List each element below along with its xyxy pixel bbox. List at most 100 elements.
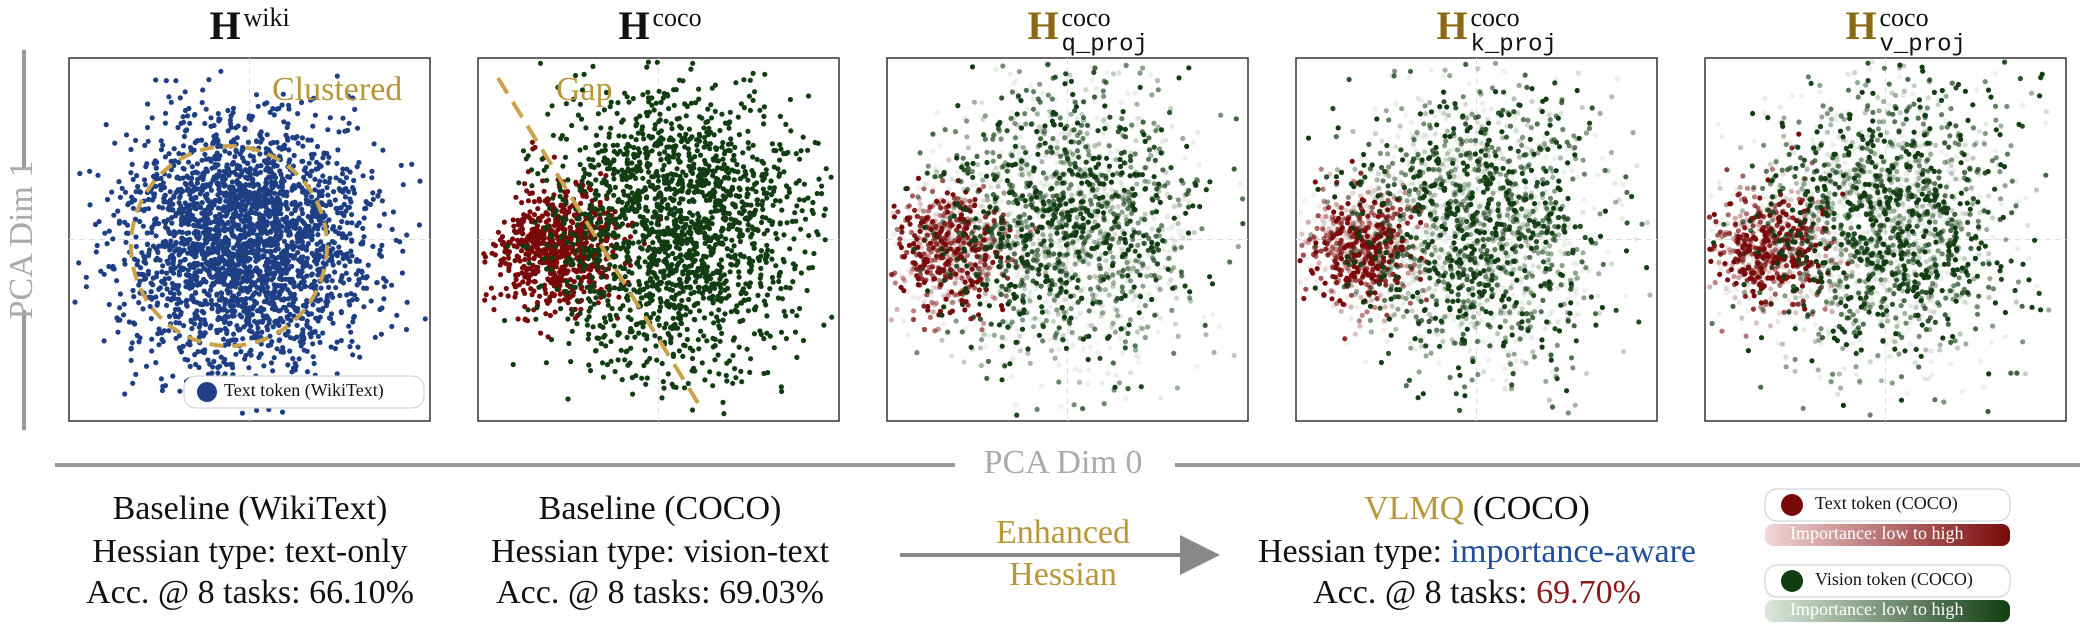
scatter-dot [626, 100, 631, 105]
scatter-dot [228, 251, 233, 256]
scatter-dot [336, 129, 341, 134]
scatter-dot [797, 157, 802, 162]
scatter-dot [231, 277, 236, 282]
scatter-dot [553, 281, 558, 286]
scatter-dot [269, 360, 274, 365]
scatter-dot [200, 87, 205, 92]
scatter-dot [711, 194, 716, 199]
scatter-dot [231, 192, 236, 197]
scatter-dot [564, 279, 569, 284]
scatter-dot [203, 229, 208, 234]
scatter-dot [192, 321, 197, 326]
scatter-dot [223, 314, 228, 319]
scatter-dot [519, 200, 524, 205]
scatter-dot [208, 115, 213, 120]
scatter-dot [716, 307, 721, 312]
scatter-dot [502, 220, 507, 225]
scatter-dot [160, 143, 165, 148]
scatter-dot [588, 206, 593, 211]
scatter-dot [314, 160, 319, 165]
scatter-dot [671, 87, 676, 92]
scatter-dot [532, 212, 537, 217]
scatter-dot [151, 276, 156, 281]
scatter-dot [84, 284, 89, 289]
scatter-dot [769, 257, 774, 262]
scatter-dot [716, 318, 721, 323]
scatter-dot [146, 269, 151, 274]
scatter-dot [633, 373, 638, 378]
scatter-dot [607, 135, 612, 140]
scatter-dot [553, 309, 558, 314]
scatter-dot [274, 220, 279, 225]
scatter-dot [115, 209, 120, 214]
scatter-dot [97, 219, 102, 224]
scatter-dot [543, 250, 548, 255]
scatter-dot [400, 249, 405, 254]
scatter-dot [489, 286, 494, 291]
scatter-dot [269, 254, 274, 259]
scatter-dot [280, 410, 285, 415]
scatter-dot [654, 358, 659, 363]
scatter-dot [72, 300, 77, 305]
scatter-dot [239, 286, 244, 291]
scatter-dot [649, 221, 654, 226]
scatter-dot [565, 189, 570, 194]
scatter-dot [159, 376, 164, 381]
scatter-dot [339, 205, 344, 210]
scatter-dot [263, 185, 268, 190]
scatter-dot [191, 223, 196, 228]
scatter-dot [738, 176, 743, 181]
scatter-dot [382, 284, 387, 289]
scatter-dot [538, 61, 543, 66]
scatter-dot [377, 189, 382, 194]
scatter-dot [761, 161, 766, 166]
scatter-dot [298, 238, 303, 243]
scatter-dot [404, 232, 409, 237]
scatter-dot [640, 246, 645, 251]
scatter-dot [570, 220, 575, 225]
scatter-dot [512, 229, 517, 234]
scatter-dot [797, 197, 802, 202]
scatter-dot [264, 165, 269, 170]
scatter-dot [346, 324, 351, 329]
scatter-dot [159, 330, 164, 335]
scatter-dot [737, 194, 742, 199]
scatter-dot [409, 162, 414, 167]
scatter-dot [681, 136, 686, 141]
scatter-dot [679, 126, 684, 131]
scatter-dot [613, 254, 618, 259]
scatter-dot [530, 245, 535, 250]
scatter-dot [578, 162, 583, 167]
scatter-dot [290, 185, 295, 190]
scatter-dot [207, 200, 212, 205]
scatter-dot [608, 126, 613, 131]
scatter-dot [608, 339, 613, 344]
scatter-dot [198, 322, 203, 327]
scatter-dot [229, 308, 234, 313]
scatter-dot [702, 234, 707, 239]
scatter-dot [568, 359, 573, 364]
scatter-dot [187, 211, 192, 216]
scatter-dot [684, 113, 689, 118]
scatter-dot [287, 302, 292, 307]
scatter-dot [577, 147, 582, 152]
scatter-dot [644, 195, 649, 200]
scatter-dot [656, 287, 661, 292]
scatter-dot [595, 335, 600, 340]
scatter-dot [257, 319, 262, 324]
scatter-dot [569, 312, 574, 317]
scatter-dot [702, 377, 707, 382]
scatter-dot [164, 78, 169, 83]
scatter-dot [698, 273, 703, 278]
scatter-dot [799, 148, 804, 153]
scatter-dot [177, 195, 182, 200]
scatter-dot [233, 148, 238, 153]
scatter-dot [394, 238, 399, 243]
scatter-dot [545, 212, 550, 217]
scatter-dot [671, 151, 676, 156]
scatter-dot [211, 123, 216, 128]
scatter-dot [634, 116, 639, 121]
scatter-dot [677, 348, 682, 353]
scatter-dot [313, 113, 318, 118]
scatter-dot [684, 241, 689, 246]
